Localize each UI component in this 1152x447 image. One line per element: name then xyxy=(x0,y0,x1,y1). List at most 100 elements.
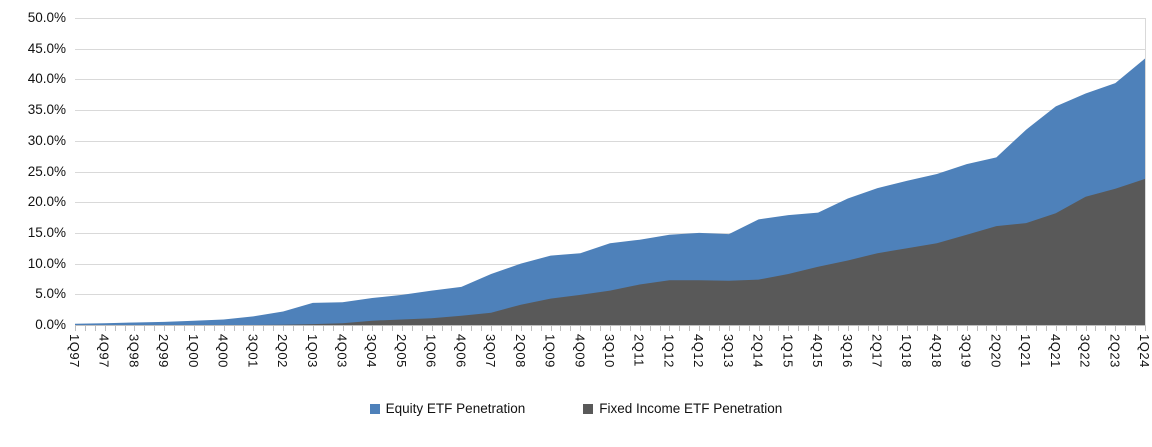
x-axis-tick xyxy=(124,326,126,331)
x-axis-tick xyxy=(798,326,800,331)
x-axis-tick xyxy=(580,326,582,331)
x-axis-label: 4Q15 xyxy=(810,334,826,368)
x-axis-tick xyxy=(857,326,859,331)
legend-marker-icon xyxy=(583,403,594,414)
x-axis-label: 3Q04 xyxy=(364,334,380,368)
x-axis-label: 2Q23 xyxy=(1107,334,1123,368)
x-axis-tick xyxy=(956,326,958,331)
y-axis: 50.0% 45.0% 40.0% 35.0% 30.0% 25.0% 20.0% 15.0%… xyxy=(0,0,68,340)
x-axis-tick xyxy=(837,326,839,331)
x-axis-tick xyxy=(610,326,611,331)
x-axis-tick xyxy=(401,326,403,331)
x-axis-label: 3Q16 xyxy=(839,334,855,368)
x-axis-label: 3Q22 xyxy=(1077,334,1093,368)
gridline xyxy=(75,171,1145,173)
legend-item-fixed-income-etf-penetration: Fixed Income ETF Penetration xyxy=(583,401,782,416)
x-axis-tick xyxy=(174,326,176,331)
x-axis-tick xyxy=(887,326,889,331)
x-axis-tick xyxy=(808,326,810,331)
x-axis-tick xyxy=(481,326,483,331)
y-axis-label: 20.0% xyxy=(27,194,66,210)
gridline xyxy=(75,48,1145,50)
x-axis-tick xyxy=(352,326,354,331)
x-axis-label: 3Q19 xyxy=(958,334,974,368)
x-axis-tick xyxy=(936,326,938,331)
x-axis-tick xyxy=(183,326,185,331)
x-axis-label: 4Q21 xyxy=(1047,334,1063,368)
x-axis-tick xyxy=(491,326,493,331)
x-axis-tick xyxy=(1125,326,1127,331)
y-axis-label: 30.0% xyxy=(27,132,66,148)
x-axis-tick xyxy=(917,326,919,331)
x-axis-tick xyxy=(996,326,998,331)
x-axis-label: 2Q20 xyxy=(988,334,1004,368)
legend-marker-icon xyxy=(369,403,380,414)
x-axis-tick xyxy=(471,326,473,331)
x-axis-tick xyxy=(421,326,423,331)
x-axis-label: 2Q08 xyxy=(512,334,528,368)
x-axis-tick xyxy=(431,326,433,331)
x-axis-label: 4Q00 xyxy=(215,334,231,368)
x-axis-tick xyxy=(273,326,275,331)
x-axis-label: 2Q99 xyxy=(156,334,172,368)
x-axis-tick xyxy=(1115,326,1117,331)
x-axis-tick xyxy=(1085,326,1087,331)
x-axis-label: 1Q24 xyxy=(1137,334,1152,368)
x-axis-tick xyxy=(629,326,631,331)
x-axis-tick xyxy=(768,326,770,331)
x-axis-tick xyxy=(946,326,948,331)
legend-item-equity-etf-penetration: Equity ETF Penetration xyxy=(369,401,526,416)
x-axis-label: 3Q01 xyxy=(245,334,261,368)
x-axis-tick xyxy=(788,326,790,331)
x-axis-tick xyxy=(709,326,711,331)
x-axis-tick xyxy=(827,326,829,331)
x-axis-label: 2Q02 xyxy=(275,334,291,368)
x-axis-tick xyxy=(223,326,225,331)
x-axis-tick xyxy=(322,326,324,331)
x-axis-label: 4Q12 xyxy=(691,334,707,368)
x-axis-tick xyxy=(897,326,899,331)
x-axis-tick xyxy=(560,326,562,331)
x-axis-label: 3Q98 xyxy=(126,334,142,368)
x-axis-label: 4Q18 xyxy=(928,334,944,368)
gridline xyxy=(75,79,1145,81)
legend: Equity ETF Penetration Fixed Income ETF P… xyxy=(0,401,1152,416)
x-axis-label: 3Q13 xyxy=(720,334,736,368)
x-axis-tick xyxy=(728,326,730,331)
x-axis-label: 2Q17 xyxy=(869,334,885,368)
x-axis-tick xyxy=(1105,326,1107,331)
x-axis-tick xyxy=(362,326,364,331)
x-axis-label: 3Q10 xyxy=(602,334,617,368)
x-axis-tick xyxy=(332,326,334,331)
x-axis-tick xyxy=(718,326,720,331)
x-axis-tick xyxy=(927,326,929,331)
x-axis-tick xyxy=(619,326,621,331)
x-axis-tick xyxy=(818,326,820,331)
x-axis-label: 1Q12 xyxy=(661,334,677,368)
x-axis-tick xyxy=(94,326,96,331)
x-axis-tick xyxy=(907,326,909,331)
x-axis-tick xyxy=(283,326,285,331)
x-axis-tick xyxy=(550,326,552,331)
x-axis-tick xyxy=(193,326,195,331)
x-axis-tick xyxy=(144,326,146,331)
x-axis-label: 4Q09 xyxy=(572,334,588,368)
x-axis-tick xyxy=(372,326,374,331)
x-axis-tick xyxy=(600,326,602,331)
x-axis-tick xyxy=(738,326,740,331)
y-axis-label: 0.0% xyxy=(35,317,66,332)
x-axis-tick xyxy=(748,326,750,331)
x-axis-tick xyxy=(1006,326,1008,331)
y-axis-label: 15.0% xyxy=(27,224,66,240)
x-axis-label: 4Q97 xyxy=(96,334,112,368)
x-axis-tick xyxy=(1095,326,1097,331)
y-axis-label: 5.0% xyxy=(35,286,66,302)
x-axis-tick xyxy=(510,326,512,331)
x-axis-label: 4Q06 xyxy=(453,334,469,368)
legend-label: Equity ETF Penetration xyxy=(385,401,526,416)
x-axis-tick xyxy=(411,326,413,331)
x-axis-tick xyxy=(84,326,86,331)
x-axis-tick xyxy=(75,326,76,331)
